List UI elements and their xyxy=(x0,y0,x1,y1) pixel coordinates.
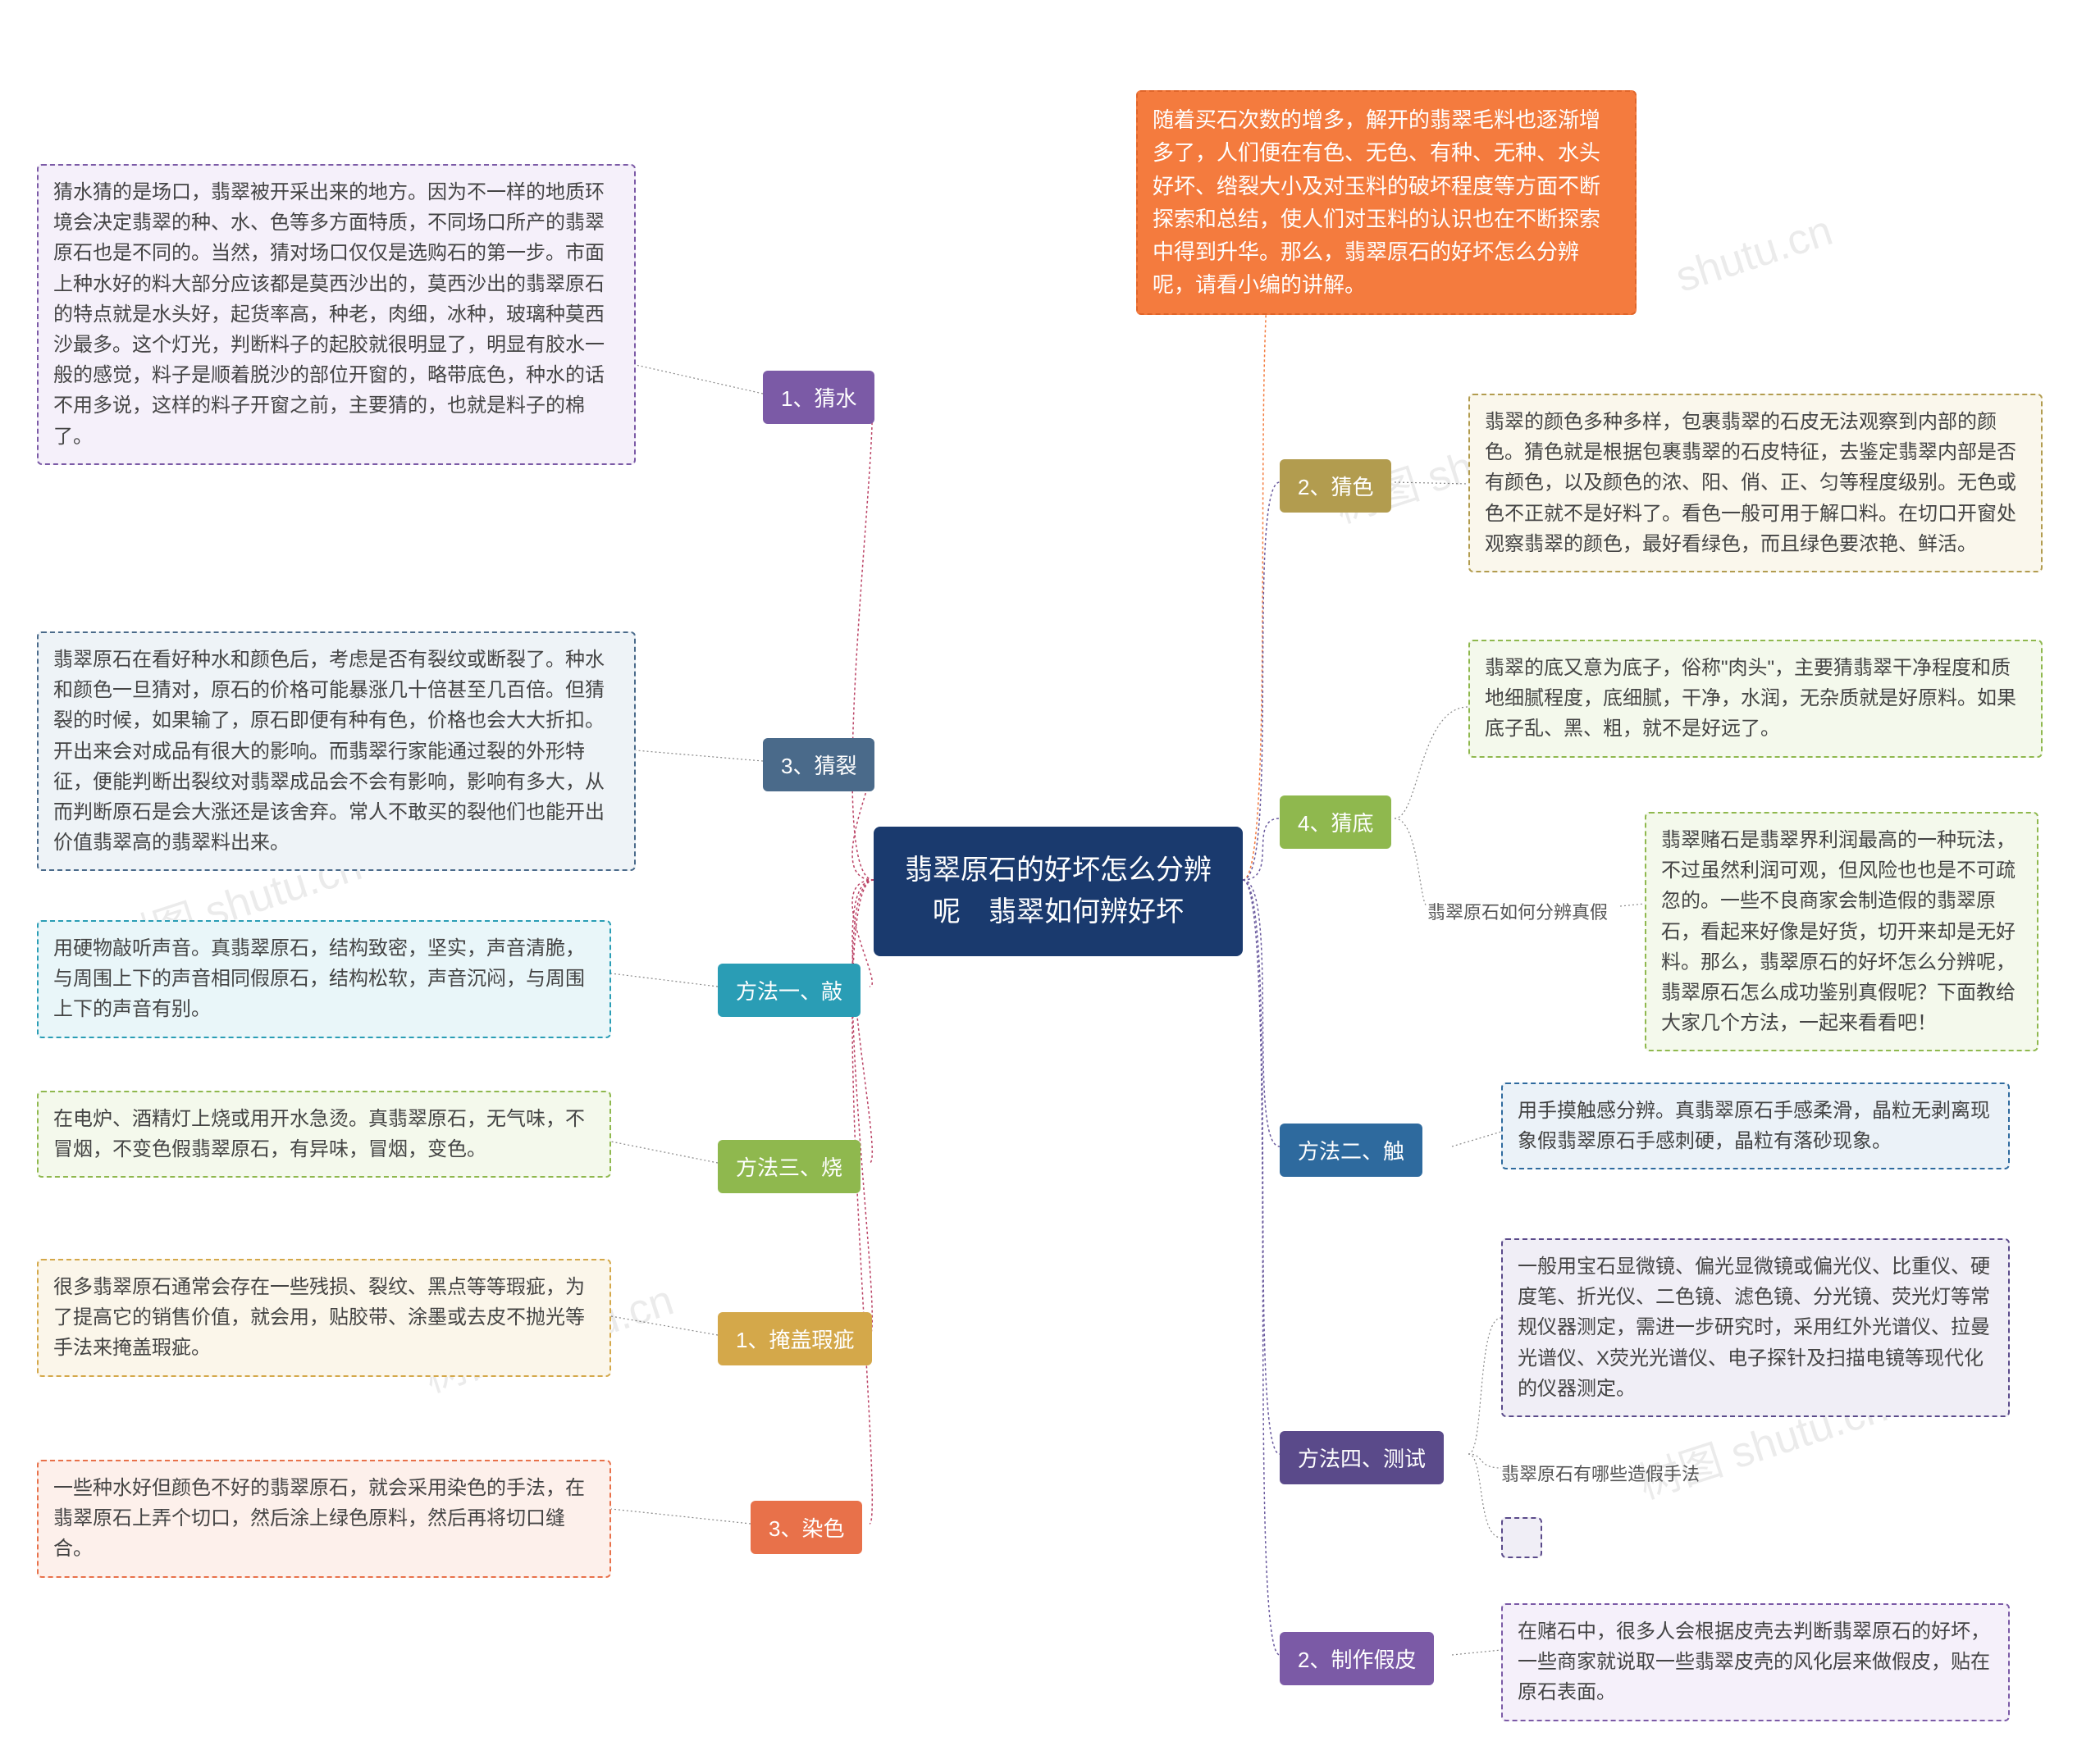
leaf-guess-crack: 翡翠原石在看好种水和颜色后，考虑是否有裂纹或断裂了。种水和颜色一旦猜对，原石的价… xyxy=(37,631,636,871)
branch-fake-cover: 1、掩盖瑕疵 xyxy=(718,1312,872,1365)
leaf-method-touch: 用手摸触感分辨。真翡翠原石手感柔滑，晶粒无剥离现象假翡翠原石手感刺硬，晶粒有落砂… xyxy=(1501,1083,2010,1169)
leaf-method-test-empty xyxy=(1501,1517,1542,1558)
branch-guess-base: 4、猜底 xyxy=(1280,795,1391,849)
leaf-method-burn: 在电炉、酒精灯上烧或用开水急烫。真翡翠原石，无气味，不冒烟，不变色假翡翠原石，有… xyxy=(37,1091,611,1178)
branch-guess-water: 1、猜水 xyxy=(763,371,874,424)
leaf-fake-dye: 一些种水好但颜色不好的翡翠原石，就会采用染色的手法，在翡翠原石上弄个切口，然后涂… xyxy=(37,1460,611,1578)
leaf-guess-base-2: 翡翠赌石是翡翠界利润最高的一种玩法，不过虽然利润可观，但风险也也是不可疏忽的。一… xyxy=(1645,812,2038,1051)
leaf-method-knock: 用硬物敲听声音。真翡翠原石，结构致密，坚实，声音清脆，与周围上下的声音相同假原石… xyxy=(37,920,611,1038)
sublabel-fake-methods: 翡翠原石有哪些造假手法 xyxy=(1501,1460,1700,1486)
leaf-method-test-1: 一般用宝石显微镜、偏光显微镜或偏光仪、比重仪、硬度笔、折光仪、二色镜、滤色镜、分… xyxy=(1501,1238,2010,1417)
center-line1: 翡翠原石的好坏怎么分辨 xyxy=(905,855,1212,886)
leaf-fake-cover: 很多翡翠原石通常会存在一些残损、裂纹、黑点等等瑕疵，为了提高它的销售价值，就会用… xyxy=(37,1259,611,1377)
branch-method-burn: 方法三、烧 xyxy=(718,1140,861,1193)
branch-method-touch: 方法二、触 xyxy=(1280,1124,1422,1177)
branch-method-knock: 方法一、敲 xyxy=(718,964,861,1017)
center-line2: 呢 翡翠如何辨好坏 xyxy=(933,896,1184,928)
branch-fake-skin: 2、制作假皮 xyxy=(1280,1632,1434,1685)
center-topic: 翡翠原石的好坏怎么分辨 呢 翡翠如何辨好坏 xyxy=(874,827,1243,956)
watermark: shutu.cn xyxy=(1670,206,1838,303)
branch-method-test: 方法四、测试 xyxy=(1280,1431,1444,1484)
leaf-guess-water: 猜水猜的是场口，翡翠被开采出来的地方。因为不一样的地质环境会决定翡翠的种、水、色… xyxy=(37,164,636,465)
branch-guess-color: 2、猜色 xyxy=(1280,459,1391,513)
leaf-guess-color: 翡翠的颜色多种多样，包裹翡翠的石皮无法观察到内部的颜色。猜色就是根据包裹翡翠的石… xyxy=(1468,394,2043,572)
branch-fake-dye: 3、染色 xyxy=(751,1501,862,1554)
leaf-fake-skin: 在赌石中，很多人会根据皮壳去判断翡翠原石的好坏，一些商家就说取一些翡翠皮壳的风化… xyxy=(1501,1603,2010,1721)
branch-guess-crack: 3、猜裂 xyxy=(763,738,874,791)
sublabel-real-fake: 翡翠原石如何分辨真假 xyxy=(1427,898,1608,924)
intro-block: 随着买石次数的增多，解开的翡翠毛料也逐渐增多了，人们便在有色、无色、有种、无种、… xyxy=(1136,90,1637,315)
leaf-guess-base-1: 翡翠的底又意为底子，俗称"肉头"，主要猜翡翠干净程度和质地细腻程度，底细腻，干净… xyxy=(1468,640,2043,758)
